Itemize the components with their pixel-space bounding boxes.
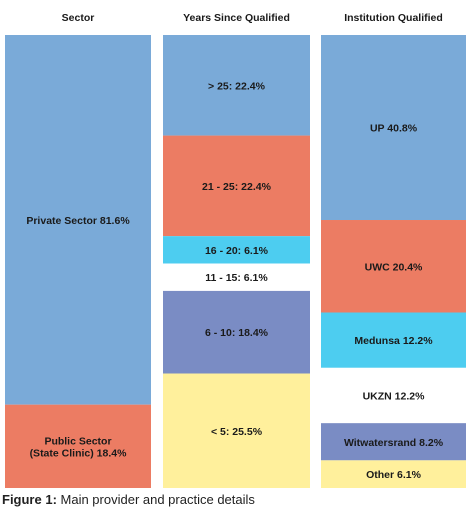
institution-qualified-segment-label-2: UWC 20.4% bbox=[365, 261, 423, 273]
institution-qualified-segment-label-1: UP 40.8% bbox=[370, 123, 418, 135]
figure-caption-text: Main provider and practice details bbox=[56, 492, 255, 507]
years-since-qualified-bar-segment-5 bbox=[163, 290, 310, 374]
institution-qualified-segment-label-6: Other 6.1% bbox=[366, 469, 422, 481]
institution-qualified-segment-label-4: UKZN 12.2% bbox=[363, 391, 426, 403]
institution-qualified-segment-label-5: Witwatersrand 8.2% bbox=[344, 437, 444, 449]
years-since-qualified-segment-label-2: 21 - 25: 22.4% bbox=[202, 181, 272, 193]
figure-caption: Figure 1: Main provider and practice det… bbox=[2, 492, 255, 507]
years-since-qualified-segment-label-5: 6 - 10: 18.4% bbox=[205, 327, 269, 339]
institution-qualified-bar-segment-6 bbox=[321, 460, 466, 488]
institution-qualified-bar-segment-1 bbox=[321, 35, 466, 221]
years-since-qualified-segment-label-1: > 25: 22.4% bbox=[208, 80, 266, 92]
column-title-years-since-qualified: Years Since Qualified bbox=[183, 12, 290, 24]
years-since-qualified-bar-segment-3 bbox=[163, 236, 310, 264]
sector-bar-segment-1 bbox=[5, 35, 151, 405]
years-since-qualified-segment-label-6: < 5: 25.5% bbox=[211, 426, 263, 438]
column-title-sector: Sector bbox=[62, 12, 95, 24]
years-since-qualified-bar-segment-4 bbox=[163, 263, 310, 291]
institution-qualified-segment-label-3: Medunsa 12.2% bbox=[354, 335, 433, 347]
institution-qualified-bar-segment-5 bbox=[321, 423, 466, 461]
sector-segment-label-1: Private Sector 81.6% bbox=[26, 215, 130, 227]
sector-segment-label-2: Public Sector (State Clinic) 18.4% bbox=[30, 435, 128, 459]
institution-qualified-bar-segment-2 bbox=[321, 220, 466, 313]
years-since-qualified-segment-label-3: 16 - 20: 6.1% bbox=[205, 245, 269, 257]
sector-bar-segment-2 bbox=[5, 404, 151, 488]
years-since-qualified-segment-label-4: 11 - 15: 6.1% bbox=[205, 272, 268, 284]
figure-caption-prefix: Figure 1: bbox=[2, 492, 57, 507]
years-since-qualified-bar-segment-6 bbox=[163, 373, 310, 488]
years-since-qualified-bar-segment-1 bbox=[163, 35, 310, 136]
years-since-qualified-bar-segment-2 bbox=[163, 135, 310, 237]
column-title-institution-qualified: Institution Qualified bbox=[344, 12, 443, 24]
institution-qualified-bar-segment-3 bbox=[321, 312, 466, 368]
institution-qualified-bar-segment-4 bbox=[321, 367, 466, 424]
